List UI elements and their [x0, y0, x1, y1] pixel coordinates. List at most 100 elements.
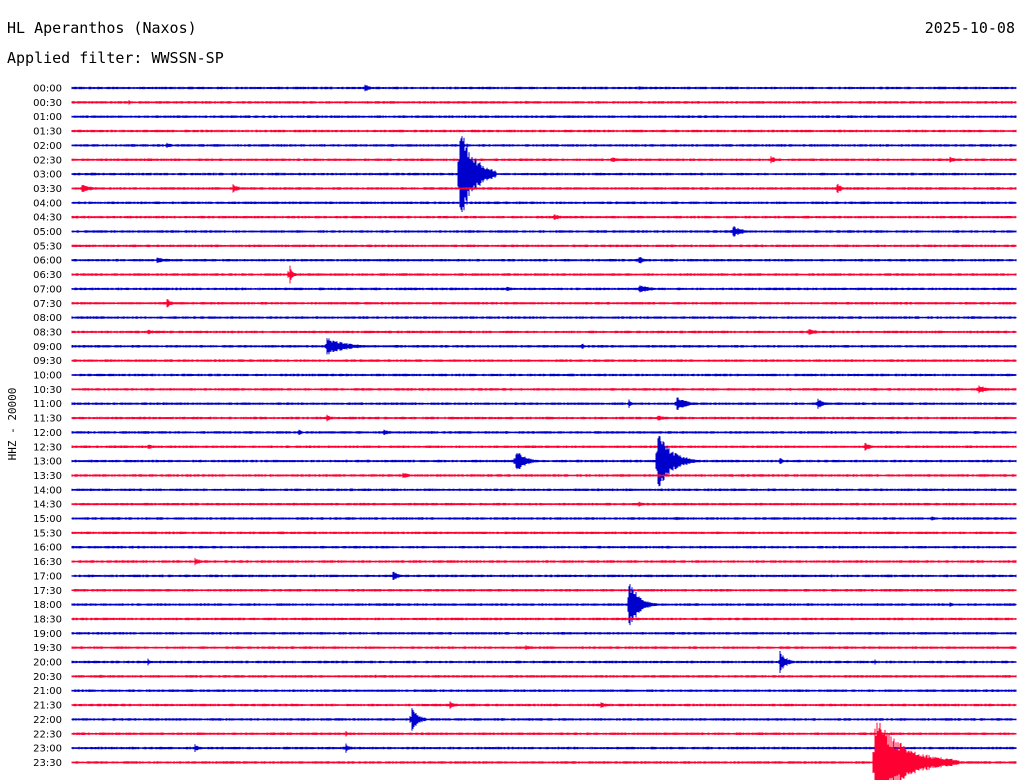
tick-label: 02:00 [33, 141, 62, 152]
trace-03-30 [71, 183, 1017, 193]
tick-label: 13:30 [33, 471, 62, 482]
trace-14-30 [71, 501, 1017, 507]
trace-03-00 [71, 136, 1017, 212]
tick-label: 01:00 [33, 112, 62, 123]
tick-label: 00:00 [33, 84, 62, 95]
tick-label: 16:30 [33, 557, 62, 568]
trace-12-00 [71, 429, 1017, 435]
tick-label: 02:30 [33, 155, 62, 166]
tick-label: 14:00 [33, 485, 62, 496]
tick-label: 12:30 [33, 442, 62, 453]
trace-08-30 [71, 329, 1017, 335]
trace-09-30 [71, 359, 1017, 362]
trace-06-00 [71, 257, 1017, 264]
tick-label: 04:00 [33, 198, 62, 209]
tick-label: 03:30 [33, 184, 62, 195]
tick-label: 22:30 [33, 729, 62, 740]
trace-09-00 [71, 338, 1017, 355]
tick-label: 09:30 [33, 356, 62, 367]
tick-label: 03:00 [33, 170, 62, 181]
date-label: 2025-10-08 [924, 19, 1015, 37]
tick-label: 19:30 [33, 643, 62, 654]
tick-label: 08:00 [33, 313, 62, 324]
trace-19-00 [71, 632, 1017, 635]
trace-17-00 [71, 571, 1017, 580]
trace-10-00 [71, 373, 1017, 377]
y-axis-label: HHZ - 20000 [6, 388, 19, 461]
trace-05-00 [71, 226, 1017, 237]
trace-21-00 [71, 689, 1017, 692]
trace-11-30 [71, 414, 1017, 422]
tick-label: 16:00 [33, 543, 62, 554]
trace-04-30 [71, 214, 1017, 220]
trace-20-00 [71, 651, 1017, 673]
trace-21-30 [71, 701, 1017, 709]
trace-16-00 [71, 545, 1017, 549]
trace-22-00 [71, 708, 1017, 731]
trace-07-00 [71, 285, 1017, 293]
tick-label: 05:30 [33, 241, 62, 252]
trace-01-30 [71, 129, 1017, 133]
trace-14-00 [71, 488, 1017, 492]
tick-label: 18:30 [33, 614, 62, 625]
tick-label: 00:30 [33, 98, 62, 109]
tick-label: 18:00 [33, 600, 62, 611]
trace-18-00 [71, 584, 1017, 626]
trace-05-30 [71, 244, 1017, 248]
trace-02-00 [71, 142, 1017, 148]
tick-label: 23:30 [33, 758, 62, 769]
tick-label: 20:30 [33, 672, 62, 683]
tick-label: 23:00 [33, 744, 62, 755]
tick-label: 06:30 [33, 270, 62, 281]
trace-00-30 [71, 100, 1017, 105]
trace-20-30 [71, 674, 1017, 678]
tick-label: 08:30 [33, 327, 62, 338]
tick-label: 07:00 [33, 284, 62, 295]
trace-23-00 [71, 743, 1017, 753]
tick-label: 12:00 [33, 428, 62, 439]
tick-label: 20:00 [33, 658, 62, 669]
trace-19-30 [71, 645, 1017, 650]
trace-17-30 [71, 589, 1017, 592]
trace-06-30 [71, 265, 1017, 284]
tick-label: 10:00 [33, 371, 62, 382]
tick-label: 17:30 [33, 586, 62, 597]
tick-label: 13:00 [33, 457, 62, 468]
filter-label: Applied filter: WWSSN-SP [7, 49, 224, 67]
tick-label: 05:00 [33, 227, 62, 238]
trace-08-00 [71, 316, 1017, 319]
trace-07-30 [71, 299, 1017, 308]
trace-11-00 [71, 397, 1017, 410]
trace-02-30 [71, 156, 1017, 164]
tick-label: 09:00 [33, 342, 62, 353]
trace-15-00 [71, 516, 1017, 521]
tick-label: 19:00 [33, 629, 62, 640]
tick-label: 14:30 [33, 500, 62, 511]
trace-22-30 [71, 731, 1017, 737]
trace-00-00 [71, 84, 1017, 92]
trace-13-00 [71, 435, 1017, 487]
trace-01-00 [71, 115, 1017, 118]
trace-23-30 [71, 722, 1017, 780]
tick-label: 21:00 [33, 686, 62, 697]
trace-16-30 [71, 557, 1017, 566]
tick-label: 11:00 [33, 399, 62, 410]
trace-10-30 [71, 385, 1017, 394]
tick-label: 21:30 [33, 701, 62, 712]
tick-label: 04:30 [33, 213, 62, 224]
trace-18-30 [71, 617, 1017, 621]
trace-04-00 [71, 201, 1017, 205]
tick-label: 06:00 [33, 256, 62, 267]
trace-15-30 [71, 531, 1017, 535]
tick-label: 15:30 [33, 528, 62, 539]
tick-label: 15:00 [33, 514, 62, 525]
station-title: HL Aperanthos (Naxos) [7, 19, 197, 37]
tick-label: 22:00 [33, 715, 62, 726]
tick-label: 10:30 [33, 385, 62, 396]
tick-label: 11:30 [33, 414, 62, 425]
tick-label: 17:00 [33, 571, 62, 582]
tick-label: 07:30 [33, 299, 62, 310]
tick-label: 01:30 [33, 127, 62, 138]
trace-13-30 [71, 472, 1017, 478]
